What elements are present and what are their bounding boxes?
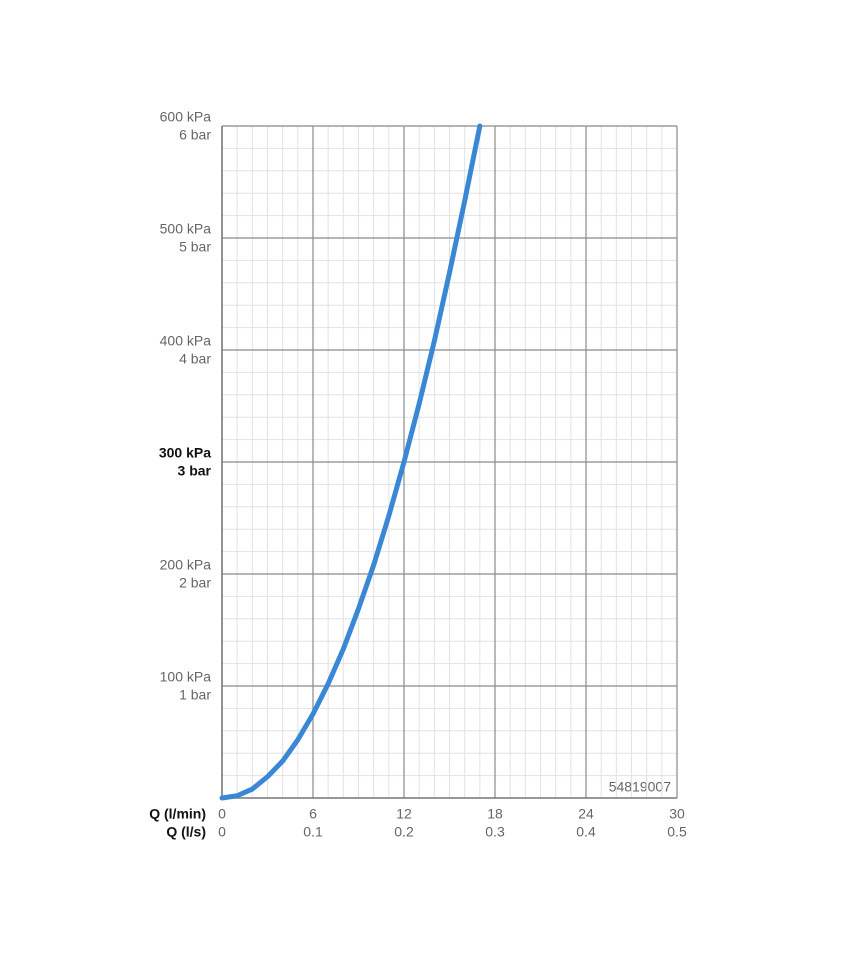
x-tick-label: 0 bbox=[218, 806, 226, 822]
y-tick-label: 300 kPa bbox=[159, 445, 211, 461]
x-tick-label-secondary: 0 bbox=[218, 824, 226, 840]
x-tick-label-secondary: 0.4 bbox=[576, 824, 596, 840]
x-axis-label-secondary: Q (l/s) bbox=[166, 824, 206, 840]
x-tick-label-secondary: 0.3 bbox=[485, 824, 505, 840]
y-tick-label: 400 kPa bbox=[160, 333, 212, 349]
y-tick-sublabel: 6 bar bbox=[179, 127, 211, 143]
x-tick-label: 18 bbox=[487, 806, 503, 822]
x-tick-label: 24 bbox=[578, 806, 594, 822]
y-tick-sublabel: 1 bar bbox=[179, 687, 211, 703]
x-tick-label-secondary: 0.1 bbox=[303, 824, 323, 840]
y-tick-sublabel: 4 bar bbox=[179, 351, 211, 367]
y-tick-sublabel: 3 bar bbox=[178, 463, 212, 479]
curve bbox=[219, 123, 483, 801]
x-tick-label-secondary: 0.5 bbox=[667, 824, 687, 840]
y-tick-label: 600 kPa bbox=[160, 109, 212, 125]
y-tick-label: 200 kPa bbox=[160, 557, 212, 573]
y-tick-sublabel: 2 bar bbox=[179, 575, 211, 591]
x-tick-label-secondary: 0.2 bbox=[394, 824, 414, 840]
y-tick-label: 500 kPa bbox=[160, 221, 212, 237]
y-tick-sublabel: 5 bar bbox=[179, 239, 211, 255]
x-tick-label: 6 bbox=[309, 806, 317, 822]
x-tick-label: 12 bbox=[396, 806, 412, 822]
y-tick-label: 100 kPa bbox=[160, 669, 212, 685]
x-axis-label: Q (l/min) bbox=[149, 806, 206, 822]
x-tick-label: 30 bbox=[669, 806, 685, 822]
annotation: 54819007 bbox=[609, 779, 672, 795]
